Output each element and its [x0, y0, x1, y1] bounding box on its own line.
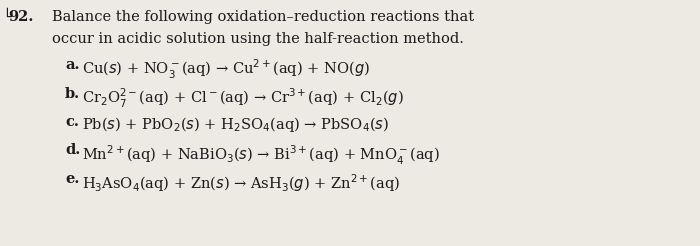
Text: a.: a.: [65, 58, 80, 72]
Text: e.: e.: [65, 172, 79, 186]
Text: 92.: 92.: [8, 10, 34, 24]
Text: └: └: [2, 10, 10, 25]
Text: Cu($s$) + NO$_3^-$(aq) → Cu$^{2+}$(aq) + NO($g$): Cu($s$) + NO$_3^-$(aq) → Cu$^{2+}$(aq) +…: [82, 58, 370, 81]
Text: Cr$_2$O$_7^{2-}$(aq) + Cl$^-$(aq) → Cr$^{3+}$(aq) + Cl$_2$($g$): Cr$_2$O$_7^{2-}$(aq) + Cl$^-$(aq) → Cr$^…: [82, 87, 404, 110]
Text: b.: b.: [65, 87, 80, 101]
Text: occur in acidic solution using the half-reaction method.: occur in acidic solution using the half-…: [52, 32, 464, 46]
Text: d.: d.: [65, 143, 80, 157]
Text: Balance the following oxidation–reduction reactions that: Balance the following oxidation–reductio…: [52, 10, 474, 24]
Text: Mn$^{2+}$(aq) + NaBiO$_3$($s$) → Bi$^{3+}$(aq) + MnO$_4^-$(aq): Mn$^{2+}$(aq) + NaBiO$_3$($s$) → Bi$^{3+…: [82, 143, 440, 167]
Text: Pb($s$) + PbO$_2$($s$) + H$_2$SO$_4$(aq) → PbSO$_4$($s$): Pb($s$) + PbO$_2$($s$) + H$_2$SO$_4$(aq)…: [82, 115, 389, 134]
Text: c.: c.: [65, 115, 79, 129]
Text: H$_3$AsO$_4$(aq) + Zn($s$) → AsH$_3$($g$) + Zn$^{2+}$(aq): H$_3$AsO$_4$(aq) + Zn($s$) → AsH$_3$($g$…: [82, 172, 400, 194]
